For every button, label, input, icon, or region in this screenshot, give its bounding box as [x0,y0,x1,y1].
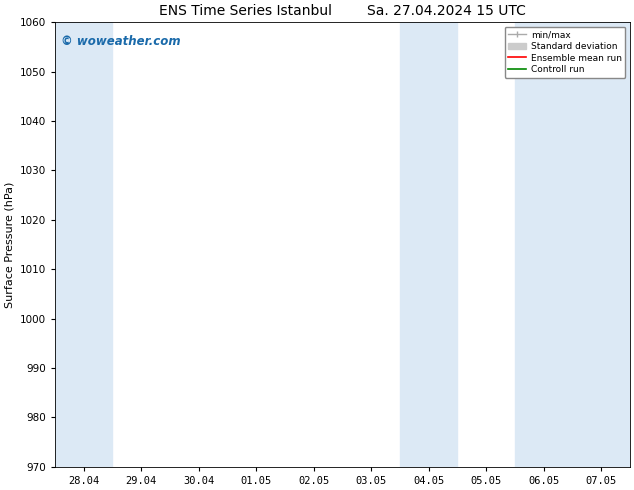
Bar [55,22,112,467]
Text: © woweather.com: © woweather.com [61,35,181,49]
Bar [573,22,630,467]
Title: ENS Time Series Istanbul        Sa. 27.04.2024 15 UTC: ENS Time Series Istanbul Sa. 27.04.2024 … [159,4,526,18]
Bar [400,22,457,467]
Legend: min/max, Standard deviation, Ensemble mean run, Controll run: min/max, Standard deviation, Ensemble me… [505,26,625,78]
Y-axis label: Surface Pressure (hPa): Surface Pressure (hPa) [4,181,14,308]
Bar [515,22,573,467]
